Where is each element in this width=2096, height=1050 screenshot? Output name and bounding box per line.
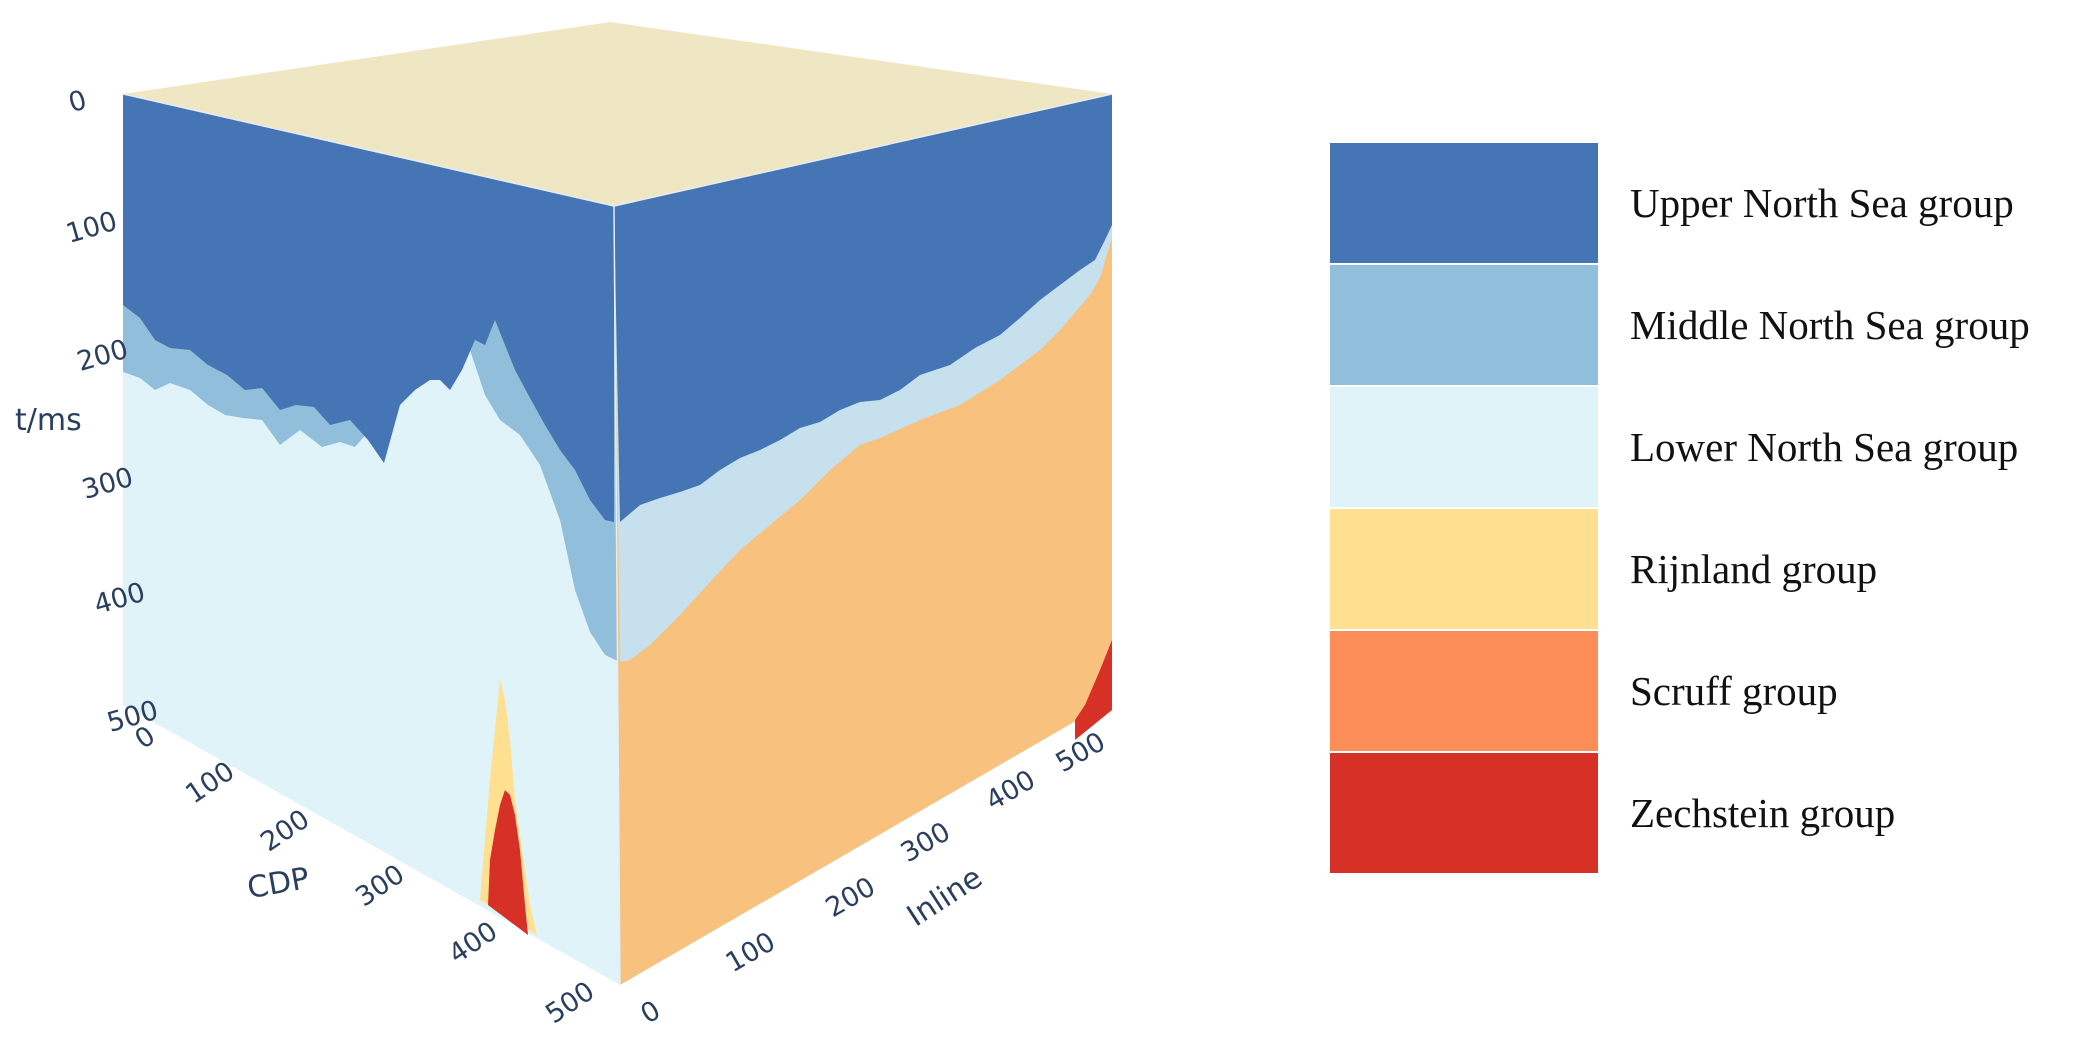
inline-axis-tick-label: 300: [896, 816, 956, 869]
left-face-upper-north-sea-layer: [123, 94, 614, 522]
right-face-upper-north-sea-layer: [614, 94, 1112, 522]
inline-axis-tick-label: 0: [636, 995, 666, 1030]
legend-label: Lower North Sea group: [1630, 424, 2019, 470]
left-face-zechstein-dome: [488, 790, 528, 935]
cube-top-face: [123, 22, 1112, 206]
t-axis-tick-label: 100: [63, 206, 121, 250]
legend-swatch: [1330, 509, 1598, 631]
legend-swatch: [1330, 753, 1598, 875]
cube-edge: [122, 93, 615, 207]
t-axis-title: t/ms: [15, 403, 82, 438]
legend-label: Zechstein group: [1630, 790, 1896, 836]
legend-swatch: [1330, 387, 1598, 509]
seismic-cube-plot: t/ms 0 100 200 300 400 500 CDP 0 100 200…: [15, 22, 1113, 1031]
inline-axis-tick-label: 500: [1051, 726, 1111, 779]
legend-label: Rijnland group: [1630, 546, 1878, 592]
inline-axis-tick-label: 200: [821, 871, 881, 924]
cube-edge: [613, 93, 1113, 207]
legend-label: Middle North Sea group: [1630, 302, 2030, 348]
legend-label: Scruff group: [1630, 668, 1838, 714]
inline-axis-tick-label: 400: [981, 764, 1041, 817]
inline-axis-tick-label: 100: [721, 926, 781, 979]
cube-edge: [613, 205, 621, 986]
cdp-axis-tick-label: 200: [255, 804, 315, 859]
cdp-axis-title: CDP: [245, 861, 312, 906]
right-face-zechstein-pocket: [1075, 640, 1112, 740]
t-axis-tick-label: 0: [65, 85, 90, 120]
cdp-axis-tick-label: 400: [443, 916, 503, 971]
legend-swatch: [1330, 143, 1598, 265]
legend-swatch: [1330, 631, 1598, 753]
cdp-axis-tick-label: 300: [350, 859, 410, 914]
legend-label: Upper North Sea group: [1630, 180, 2014, 226]
t-axis-tick-label: 200: [74, 334, 132, 378]
legend-swatch: [1330, 265, 1598, 387]
cdp-axis-tick-label: 500: [540, 976, 600, 1031]
inline-axis-title: Inline: [901, 860, 989, 934]
